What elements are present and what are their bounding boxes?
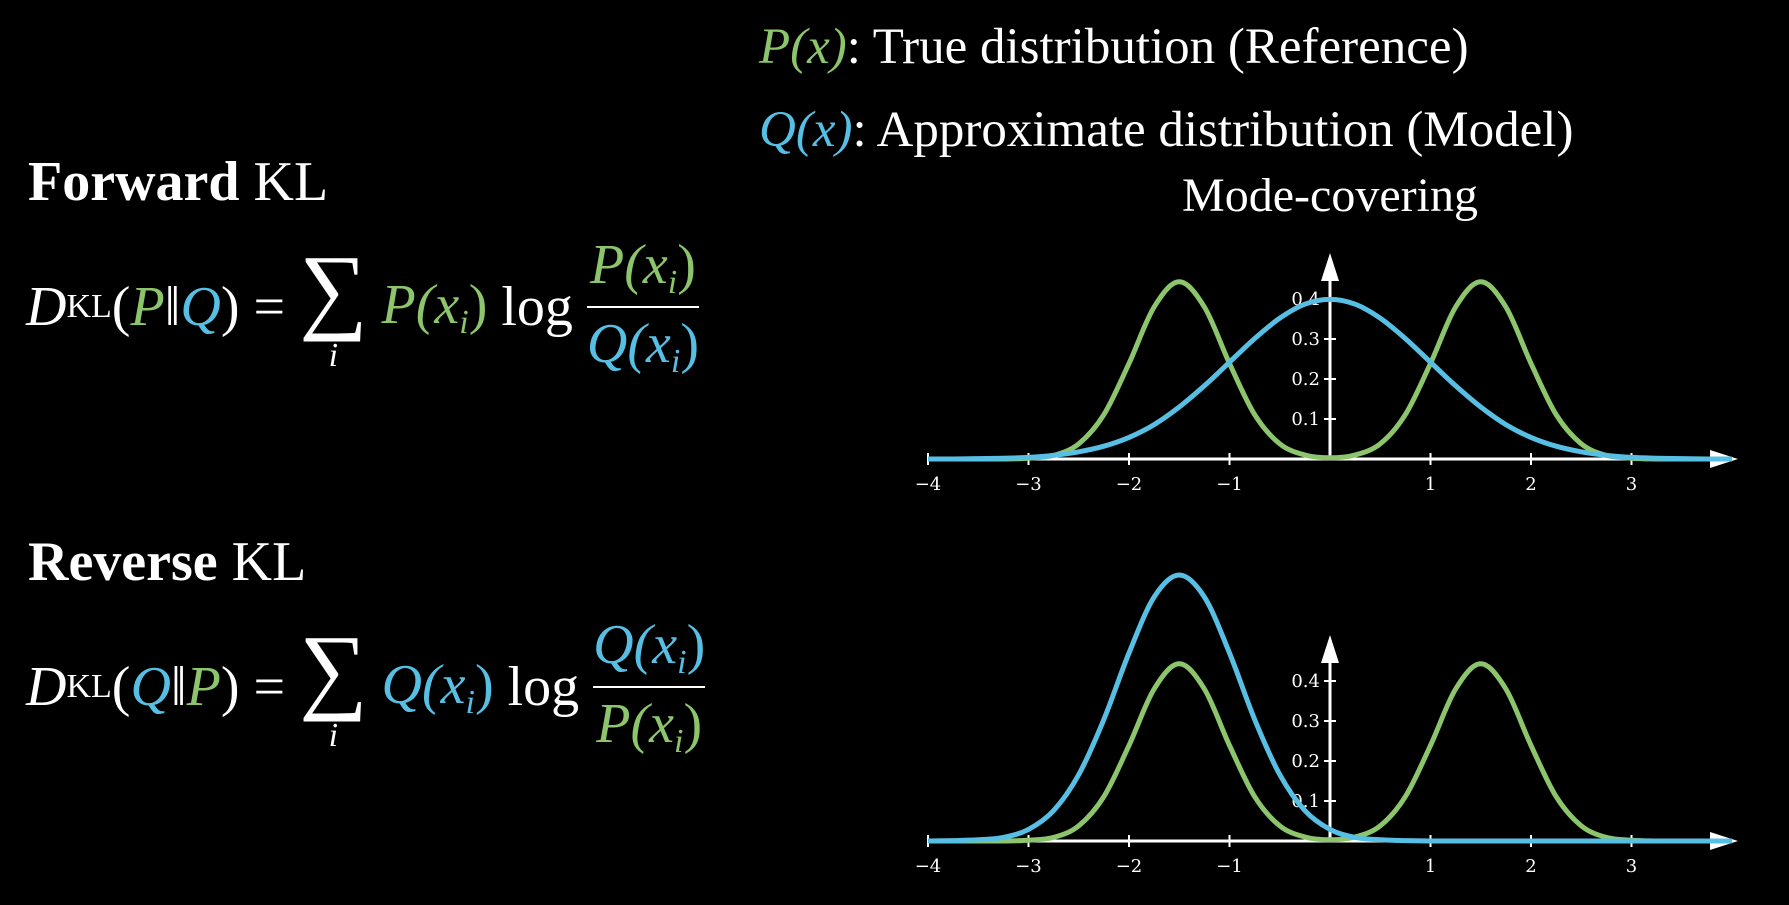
sym: P(xi) [382, 273, 488, 342]
sym: Q(x [586, 313, 671, 375]
fraction: P(xi) Q(xi) [586, 233, 699, 381]
sym: i [459, 303, 469, 341]
y-tick-label: 0.3 [1291, 329, 1320, 350]
sym: i [465, 683, 475, 721]
sym: Q(x [593, 613, 678, 676]
sym: ‖ [170, 656, 187, 718]
sum: ∑ i [299, 621, 367, 753]
sym: D [26, 656, 67, 718]
sym: P(x [381, 273, 460, 336]
sym: ∑ [299, 615, 368, 722]
curve [927, 661, 1732, 844]
x-tick-label: −2 [1116, 474, 1143, 495]
sym: ∑ [299, 235, 368, 342]
sym: P(xi) [596, 692, 702, 761]
sym: D [26, 276, 67, 338]
sym: ) [474, 653, 494, 716]
x-tick-label: 3 [1626, 856, 1637, 877]
sym: i [670, 343, 681, 380]
chart-title: Mode-covering [1182, 169, 1478, 222]
x-tick-label: −4 [915, 474, 942, 495]
section-title: Forward KL [28, 150, 328, 214]
sym: log [507, 656, 580, 718]
sym: i [673, 723, 684, 760]
curve [928, 296, 1732, 462]
legend-text: : Approximate distribution (Model) [852, 102, 1574, 158]
sym: ) [677, 233, 696, 296]
section-title: Reverse KL [28, 530, 306, 594]
sym: ) [468, 273, 488, 336]
legend-name: P(x) [759, 19, 847, 75]
sym: i [667, 263, 678, 301]
sym: i [328, 337, 339, 374]
sym: ‖ [164, 276, 181, 338]
x-tick-label: −1 [1216, 474, 1243, 495]
sym: P(xi) [590, 233, 696, 302]
x-tick-label: 1 [1425, 474, 1436, 495]
x-tick-label: −3 [1015, 474, 1042, 495]
sym: P [186, 656, 221, 718]
sym: ) [220, 656, 240, 718]
sym: P(x [590, 233, 668, 296]
sym: ) [220, 276, 240, 338]
curve [927, 572, 1732, 844]
sum: ∑ i [299, 241, 367, 373]
sym: i [677, 643, 687, 681]
sym: i [328, 717, 339, 754]
sym: ) [680, 313, 699, 375]
sym: KL [66, 288, 112, 325]
sym: KL [66, 668, 112, 705]
x-tick-label: −3 [1015, 856, 1042, 877]
sym: Q(x [381, 653, 466, 716]
formula: D KL(P ‖ Q) = ∑ i P(xi) log P(xi) Q(xi) [26, 222, 699, 392]
y-tick-label: 0.4 [1291, 671, 1320, 692]
title-bold: Forward [28, 151, 240, 213]
x-tick-label: −2 [1116, 856, 1143, 877]
x-tick-label: −1 [1216, 856, 1243, 877]
x-tick-label: 2 [1525, 856, 1536, 877]
legend-name: Q(x) [759, 102, 853, 158]
x-tick-label: −4 [915, 856, 942, 877]
sym: = [253, 276, 286, 338]
sym: ( [111, 656, 131, 718]
sym: ( [111, 276, 131, 338]
y-tick-label: 0.3 [1291, 711, 1320, 732]
sym: Q(xi) [593, 613, 705, 682]
title-bold: Reverse [28, 531, 218, 593]
fraction: Q(xi) P(xi) [593, 613, 706, 761]
legend-entry: P(x): True distribution (Reference) [759, 18, 1469, 76]
sym: = [253, 656, 286, 718]
x-tick-label: 1 [1425, 856, 1436, 877]
title: KL [253, 151, 329, 213]
title: KL [231, 531, 307, 593]
sym: P(x [596, 693, 674, 755]
sym: Q [130, 656, 171, 718]
sym: Q(xi) [587, 312, 699, 381]
y-tick-label: 0.1 [1291, 409, 1320, 430]
y-axis-arrow [1321, 635, 1339, 663]
sym: Q(xi) [382, 653, 494, 722]
y-tick-label: 0.2 [1291, 751, 1320, 772]
y-tick-label: 0.2 [1291, 369, 1320, 390]
x-tick-label: 3 [1626, 474, 1637, 495]
legend-entry: Q(x): Approximate distribution (Model) [759, 101, 1573, 159]
sym: Q [180, 276, 221, 338]
sym: P [130, 276, 165, 338]
sym: log [501, 276, 573, 338]
formula: D KL(Q ‖ P) = ∑ i Q(xi) log Q(xi) P(xi) [26, 602, 706, 772]
sym: ) [686, 613, 706, 676]
legend-text: : True distribution (Reference) [846, 19, 1469, 75]
x-tick-label: 2 [1525, 474, 1536, 495]
sym: ) [683, 693, 703, 755]
y-axis-arrow [1321, 253, 1339, 281]
